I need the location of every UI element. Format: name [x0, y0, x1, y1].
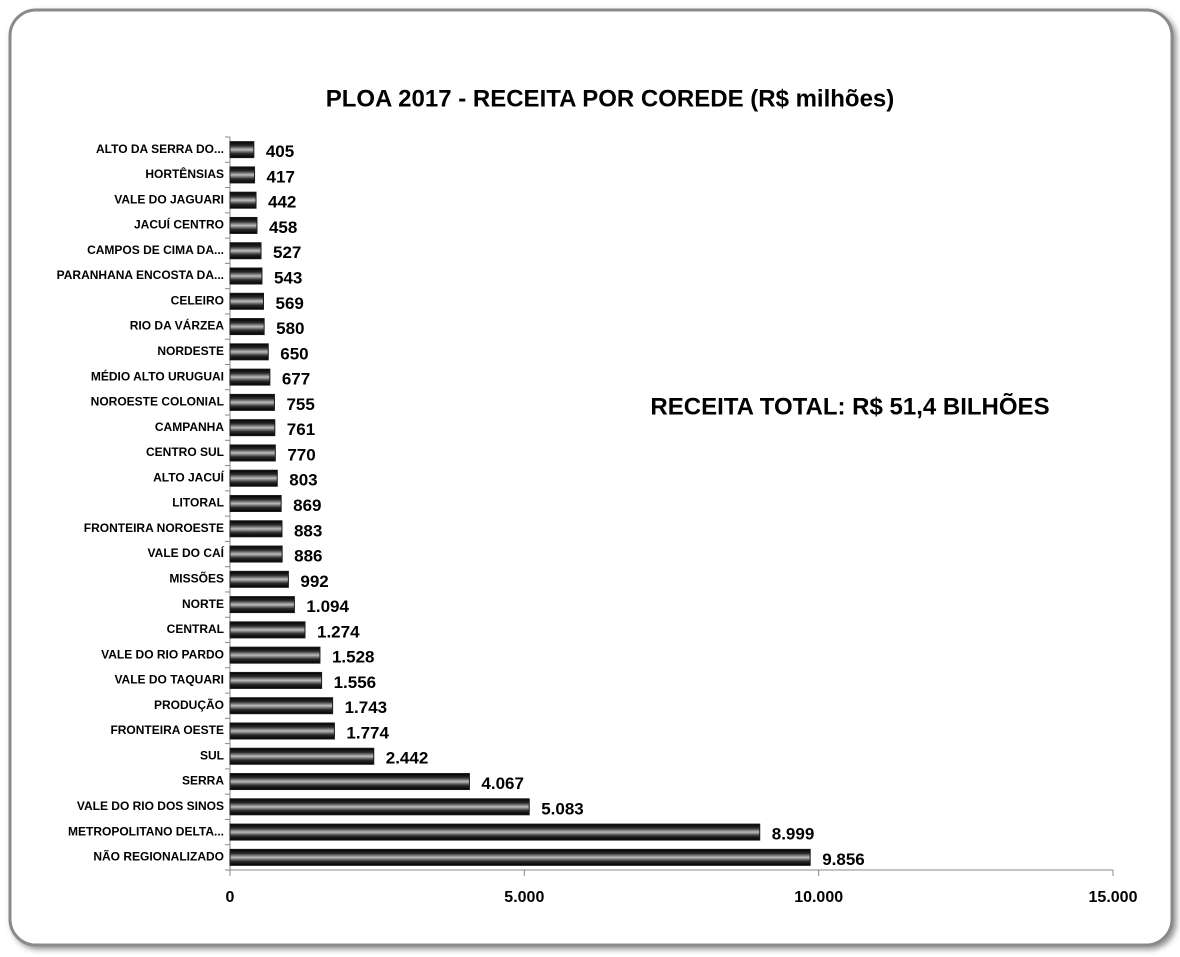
- y-tick-label: CAMPANHA: [155, 420, 224, 434]
- value-label: 580: [276, 319, 304, 338]
- value-label: 1.274: [317, 622, 360, 641]
- x-tick-label: 0: [226, 889, 235, 906]
- bar: [229, 444, 276, 462]
- y-tick-label: VALE DO RIO DOS SINOS: [77, 799, 224, 813]
- value-label: 4.067: [481, 774, 524, 793]
- bar: [229, 419, 276, 437]
- bar: [229, 242, 262, 260]
- bar: [229, 141, 255, 159]
- value-label: 5.083: [541, 799, 584, 818]
- value-label: 527: [273, 243, 301, 262]
- bar: [229, 646, 321, 664]
- value-label: 2.442: [386, 749, 429, 768]
- value-label: 442: [268, 193, 296, 212]
- y-tick-label: RIO DA VÁRZEA: [130, 318, 225, 333]
- y-tick-label: SERRA: [182, 774, 224, 788]
- y-tick-label: MISSÕES: [169, 570, 224, 585]
- value-label: 1.094: [306, 597, 349, 616]
- value-label: 886: [294, 547, 322, 566]
- annotation: RECEITA TOTAL: R$ 51,4 BILHÕES: [650, 392, 1049, 420]
- y-tick-label: HORTÊNSIAS: [145, 166, 224, 181]
- y-tick-label: MÉDIO ALTO URUGUAI: [91, 368, 224, 383]
- bar: [229, 671, 323, 689]
- value-label: 8.999: [772, 825, 815, 844]
- value-label: 9.856: [822, 850, 865, 869]
- bar: [229, 747, 375, 765]
- y-tick-label: VALE DO JAGUARI: [114, 192, 224, 206]
- y-tick-label: CELEIRO: [171, 293, 224, 307]
- y-tick-label: PARANHANA ENCOSTA DA...: [57, 268, 224, 282]
- value-label: 883: [294, 521, 322, 540]
- bar: [229, 343, 269, 361]
- value-label: 417: [267, 167, 295, 186]
- value-label: 543: [274, 269, 302, 288]
- x-tick-label: 10.000: [794, 889, 843, 906]
- value-label: 458: [269, 218, 297, 237]
- value-label: 869: [293, 496, 321, 515]
- y-tick-label: METROPOLITANO DELTA...: [68, 824, 224, 838]
- value-label: 770: [287, 445, 315, 464]
- bar: [229, 798, 530, 816]
- chart-title: PLOA 2017 - RECEITA POR COREDE (R$ milhõ…: [326, 85, 895, 112]
- y-tick-label: LITORAL: [172, 496, 224, 510]
- y-tick-label: FRONTEIRA NOROESTE: [84, 521, 224, 535]
- bar: [229, 848, 811, 866]
- bar: [229, 545, 283, 563]
- y-tick-label: CENTRO SUL: [146, 445, 224, 459]
- bar: [229, 773, 470, 791]
- bar: [229, 823, 761, 841]
- value-label: 992: [300, 572, 328, 591]
- value-label: 677: [282, 370, 310, 389]
- y-tick-label: NÃO REGIONALIZADO: [93, 849, 224, 864]
- value-label: 755: [286, 395, 314, 414]
- value-label: 1.528: [332, 648, 375, 667]
- bar: [229, 697, 334, 715]
- y-tick-label: FRONTEIRA OESTE: [110, 723, 224, 737]
- y-tick-label: VALE DO CAÍ: [148, 545, 225, 560]
- bar: [229, 570, 289, 588]
- y-tick-label: NOROESTE COLONIAL: [91, 395, 224, 409]
- bar: [229, 621, 306, 639]
- y-tick-label: VALE DO RIO PARDO: [101, 647, 224, 661]
- x-tick-label: 5.000: [504, 889, 544, 906]
- value-label: 1.743: [345, 698, 388, 717]
- value-label: 1.774: [346, 723, 389, 742]
- bar: [229, 393, 275, 411]
- y-tick-label: CENTRAL: [167, 622, 224, 636]
- y-tick-label: NORDESTE: [157, 344, 224, 358]
- y-tick-label: JACUÍ CENTRO: [134, 217, 224, 232]
- y-tick-label: PRODUÇÃO: [154, 697, 224, 712]
- bar: [229, 267, 263, 285]
- bar: [229, 722, 335, 740]
- y-tick-label: CAMPOS DE CIMA DA...: [87, 243, 224, 257]
- y-tick-label: ALTO JACUÍ: [153, 469, 225, 484]
- bar: [229, 495, 282, 512]
- value-label: 569: [275, 294, 303, 313]
- bar: [229, 368, 271, 386]
- value-label: 650: [280, 344, 308, 363]
- y-tick-label: ALTO DA SERRA DO...: [96, 142, 224, 156]
- value-label: 405: [266, 142, 294, 161]
- value-label: 761: [287, 420, 315, 439]
- bar: [229, 469, 278, 487]
- bar: [229, 216, 258, 234]
- y-tick-label: SUL: [200, 748, 224, 762]
- bar: [229, 318, 265, 336]
- y-tick-label: VALE DO TAQUARI: [114, 673, 224, 687]
- bar: [229, 292, 264, 310]
- bar: [229, 166, 256, 184]
- y-tick-label: NORTE: [182, 597, 224, 611]
- value-label: 803: [289, 471, 317, 490]
- bar: [229, 596, 295, 614]
- bar: [229, 520, 283, 538]
- value-label: 1.556: [334, 673, 377, 692]
- bar: [229, 191, 257, 209]
- x-tick-label: 15.000: [1089, 889, 1138, 906]
